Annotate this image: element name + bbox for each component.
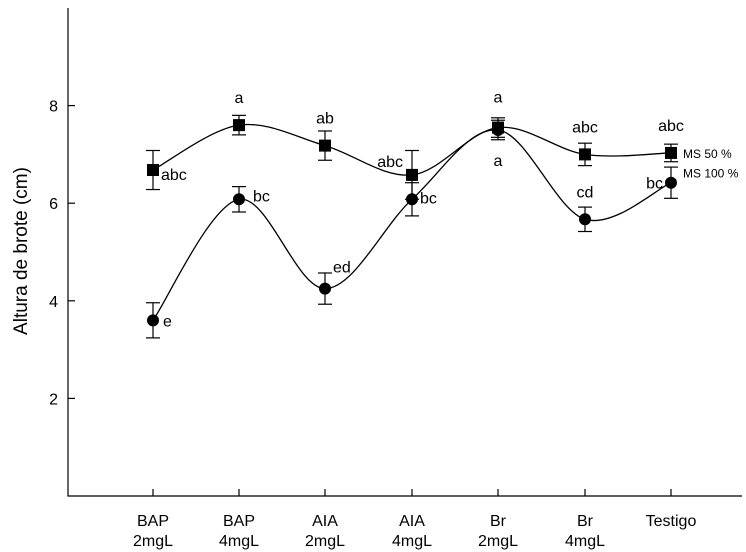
x-tick-label-line: 2mgL <box>305 533 345 550</box>
x-tick-label-line: AIA <box>312 513 338 530</box>
series-ms-100: e bc ed bc a cd bc MS 100 % <box>146 119 739 339</box>
data-point-circle <box>579 213 591 226</box>
significance-letter: abc <box>377 154 403 171</box>
data-point-circle <box>233 193 245 206</box>
significance-letter: a <box>235 90 244 107</box>
data-point-circle <box>319 282 331 295</box>
x-tick-label-line: BAP <box>223 513 255 530</box>
data-point-square <box>233 119 245 132</box>
series-label: MS 50 % <box>683 147 732 161</box>
significance-letter: ab <box>316 111 334 128</box>
x-tick-label: Br 4mgL <box>565 513 605 550</box>
x-tick-label-line: 4mgL <box>219 533 259 550</box>
y-tick-label: 6 <box>49 196 58 213</box>
data-point-circle <box>492 124 504 136</box>
significance-letter: a <box>494 153 503 170</box>
significance-letter: a <box>494 90 503 107</box>
x-tick-label: AIA 2mgL <box>305 513 345 550</box>
series-layer: abc a ab abc a abc abc MS 50 % e bc ed bc a cd bc MS 10… <box>146 90 739 339</box>
significance-letter: cd <box>577 184 594 201</box>
data-point-square <box>147 164 159 177</box>
data-point-square <box>665 146 677 159</box>
x-tick-label-line: Br <box>490 513 507 530</box>
y-tick-label: 4 <box>49 294 58 311</box>
x-tick-label: Testigo <box>646 513 697 530</box>
data-point-circle <box>147 314 159 327</box>
series-label: MS 100 % <box>683 167 739 181</box>
x-tick-label-line: BAP <box>137 513 169 530</box>
data-point-square <box>319 139 331 152</box>
x-tick-label-line: 4mgL <box>565 533 605 550</box>
data-point-square <box>406 168 418 181</box>
significance-letter: bc <box>253 188 270 205</box>
significance-letter: abc <box>572 119 598 136</box>
significance-letter: abc <box>161 167 187 184</box>
significance-letter: abc <box>658 118 684 135</box>
x-tick-label: BAP 4mgL <box>219 513 259 550</box>
y-tick-label: 2 <box>49 391 58 408</box>
x-tick-label: BAP 2mgL <box>133 513 173 550</box>
x-tick-label-line: Br <box>577 513 594 530</box>
x-ticks: BAP 2mgL BAP 4mgL AIA 2mgL AIA 4mgL Br 2mgL Br 4mgL… <box>133 489 696 550</box>
x-tick-label-line: 2mgL <box>133 533 173 550</box>
data-point-square <box>579 148 591 161</box>
axes <box>67 8 742 497</box>
x-tick-label-line: Testigo <box>646 513 697 530</box>
axis-frame <box>67 8 742 497</box>
data-point-circle <box>665 176 677 189</box>
x-tick-label: AIA 4mgL <box>392 513 432 550</box>
y-axis-label: Altura de brote (cm) <box>11 167 32 335</box>
significance-letter: ed <box>333 260 351 277</box>
x-tick-label: Br 2mgL <box>478 513 518 550</box>
y-tick-label: 8 <box>49 99 58 116</box>
significance-letter: e <box>163 313 172 330</box>
x-tick-label-line: 2mgL <box>478 533 518 550</box>
significance-letter: bc <box>420 190 437 207</box>
x-tick-label-line: 4mgL <box>392 533 432 550</box>
data-point-circle <box>406 193 418 206</box>
y-ticks: 2 4 6 8 <box>49 99 75 408</box>
x-tick-label-line: AIA <box>399 513 425 530</box>
significance-letter: bc <box>646 176 663 193</box>
